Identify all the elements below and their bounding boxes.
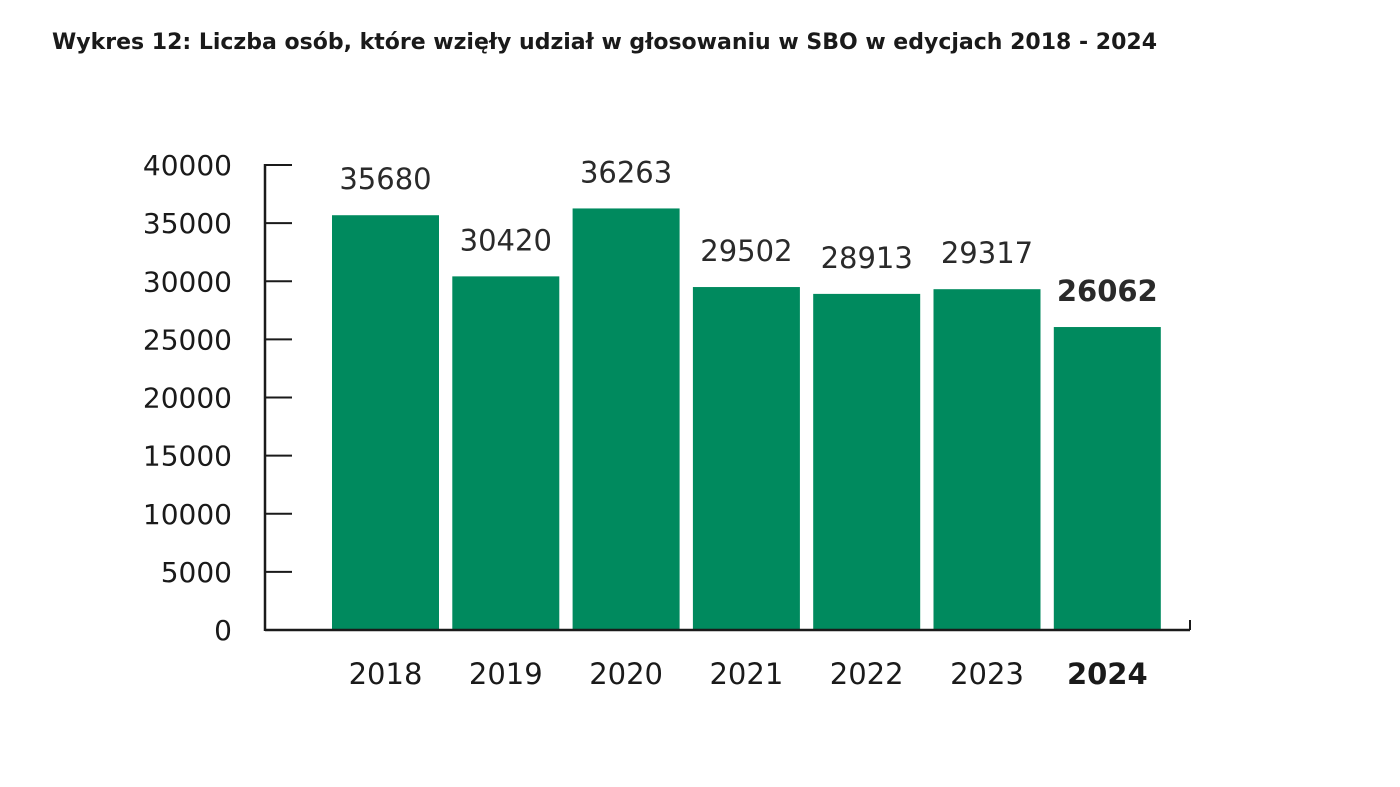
bar-2021 bbox=[692, 287, 800, 630]
data-labels: 35680 30420 36263 29502 28913 29317 26062 bbox=[339, 155, 1157, 308]
y-tick-label: 40000 bbox=[143, 149, 232, 182]
x-tick-label-2023: 2023 bbox=[950, 657, 1024, 691]
chart-title: Wykres 12: Liczba osób, które wzięły udz… bbox=[52, 30, 1158, 55]
y-axis-ticks: 0 5000 10000 15000 20000 25000 30000 35000 40000 bbox=[143, 149, 292, 647]
y-tick-label: 10000 bbox=[143, 498, 232, 531]
y-tick-label: 25000 bbox=[143, 323, 232, 356]
y-tick-label: 30000 bbox=[143, 265, 232, 298]
data-label-2021: 29502 bbox=[700, 234, 792, 268]
data-label-2019: 30420 bbox=[460, 223, 552, 257]
y-tick-label: 20000 bbox=[143, 382, 232, 415]
data-label-2020: 36263 bbox=[580, 155, 672, 189]
axes bbox=[263, 164, 1191, 632]
data-label-2024: 26062 bbox=[1057, 274, 1158, 308]
x-tick-label-2020: 2020 bbox=[589, 657, 663, 691]
x-tick-label-2022: 2022 bbox=[830, 657, 904, 691]
data-label-2022: 28913 bbox=[821, 241, 913, 275]
x-tick-label-2018: 2018 bbox=[349, 657, 423, 691]
bars bbox=[332, 208, 1161, 630]
bar-2024 bbox=[1053, 327, 1161, 630]
y-tick-label: 0 bbox=[214, 614, 232, 647]
data-label-2018: 35680 bbox=[339, 162, 431, 196]
y-tick-label: 35000 bbox=[143, 207, 232, 240]
data-label-2023: 29317 bbox=[941, 236, 1033, 270]
bar-2019 bbox=[452, 276, 560, 630]
bar-2018 bbox=[332, 215, 439, 630]
x-axis-labels: 2018 2019 2020 2021 2022 2023 2024 bbox=[349, 657, 1148, 691]
bar-2022 bbox=[813, 293, 921, 630]
x-tick-label-2024: 2024 bbox=[1067, 657, 1148, 691]
y-tick-label: 5000 bbox=[161, 556, 232, 589]
bar-2023 bbox=[933, 289, 1041, 630]
bar-2020 bbox=[572, 208, 680, 630]
x-tick-label-2019: 2019 bbox=[469, 657, 543, 691]
x-tick-label-2021: 2021 bbox=[709, 657, 783, 691]
y-tick-label: 15000 bbox=[143, 440, 232, 473]
